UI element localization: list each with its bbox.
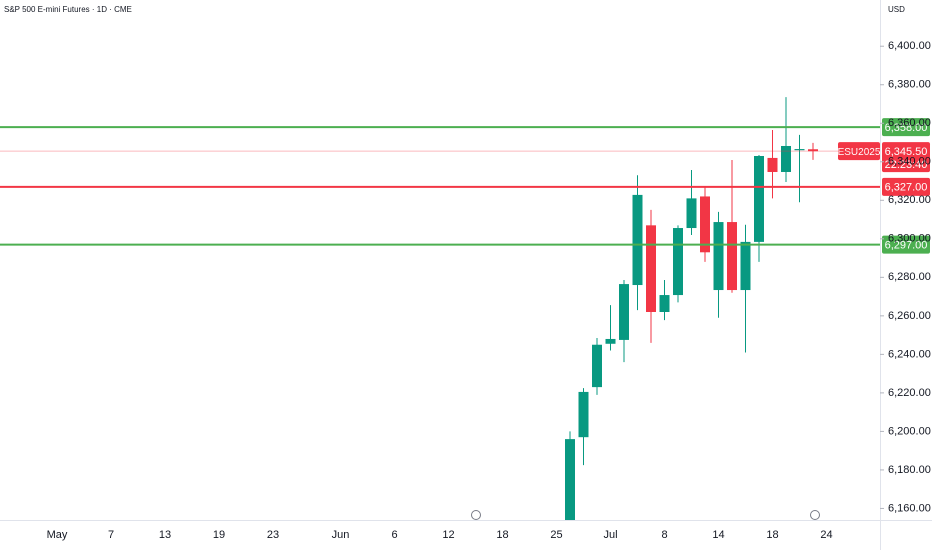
plot-area xyxy=(565,97,818,520)
x-tick-label: 8 xyxy=(661,529,667,541)
x-tick-label: 7 xyxy=(108,529,114,541)
symbol-label: ESU2025 xyxy=(838,147,881,158)
y-tick-label: 6,240.00 xyxy=(888,348,931,360)
last-price-label: 6,345.50 xyxy=(885,146,928,158)
x-tick-label: 19 xyxy=(213,529,225,541)
y-tick-label: 6,200.00 xyxy=(888,425,931,437)
candle-body xyxy=(605,338,616,344)
x-tick-label: 23 xyxy=(267,529,279,541)
candle-body xyxy=(673,228,683,296)
currency: USD xyxy=(888,5,905,14)
x-tick-label: 12 xyxy=(442,529,454,541)
candle-body xyxy=(781,145,791,172)
candle-body xyxy=(619,284,629,340)
candle-body xyxy=(713,222,724,291)
y-tick-label: 6,260.00 xyxy=(888,310,931,322)
candle-body xyxy=(659,295,670,312)
x-tick-label: Jul xyxy=(603,529,617,541)
level-label-box xyxy=(882,235,930,254)
candle-body xyxy=(565,439,575,520)
y-tick-label: 6,220.00 xyxy=(888,387,931,399)
candle-body xyxy=(740,241,751,291)
candle-body xyxy=(578,391,589,438)
level-label-box xyxy=(882,177,930,196)
candle-body xyxy=(646,225,656,312)
x-tick-label: 24 xyxy=(820,529,832,541)
candle-body xyxy=(794,149,805,151)
level-label: 6,358.00 xyxy=(885,122,928,134)
y-tick-label: 6,340.00 xyxy=(888,156,931,168)
y-tick-label: 6,160.00 xyxy=(888,502,931,514)
x-tick-label: 14 xyxy=(712,529,724,541)
candle-body xyxy=(592,344,602,388)
event-marker xyxy=(471,510,481,520)
x-tick-label: 13 xyxy=(159,529,171,541)
candle-body xyxy=(808,149,818,152)
event-markers xyxy=(471,510,820,520)
y-tick-label: 6,360.00 xyxy=(888,117,931,129)
y-tick-label: 6,400.00 xyxy=(888,40,931,52)
level-label: 6,297.00 xyxy=(885,239,928,251)
x-tick-label: 18 xyxy=(766,529,778,541)
candle-body xyxy=(754,156,764,242)
candle-body xyxy=(767,157,778,172)
x-tick-label: 6 xyxy=(391,529,397,541)
x-tick-label: 25 xyxy=(550,529,562,541)
level-label: 6,327.00 xyxy=(885,182,928,194)
candle-body xyxy=(700,196,710,253)
candle-body xyxy=(727,222,737,291)
candle-body xyxy=(686,198,697,229)
x-tick-label: 18 xyxy=(496,529,508,541)
x-tick-label: May xyxy=(47,529,68,541)
symbol-box xyxy=(838,142,880,161)
chart-title: S&P 500 E-mini Futures · 1D · CME xyxy=(4,5,132,14)
overlay: 6,358.00 6,327.00 6,297.00 ESU2025 6,345.502… xyxy=(838,118,930,254)
y-tick-label: 6,300.00 xyxy=(888,233,931,245)
y-tick-label: 6,320.00 xyxy=(888,194,931,206)
x-tick-label: Jun xyxy=(332,529,350,541)
level-label-box xyxy=(882,118,930,137)
event-marker xyxy=(810,510,820,520)
y-tick-label: 6,280.00 xyxy=(888,271,931,283)
last-price-box xyxy=(882,142,930,173)
y-tick-label: 6,380.00 xyxy=(888,79,931,91)
countdown-label: 22:23:40 xyxy=(885,159,928,171)
y-tick-label: 6,180.00 xyxy=(888,464,931,476)
candle-body xyxy=(632,194,643,286)
